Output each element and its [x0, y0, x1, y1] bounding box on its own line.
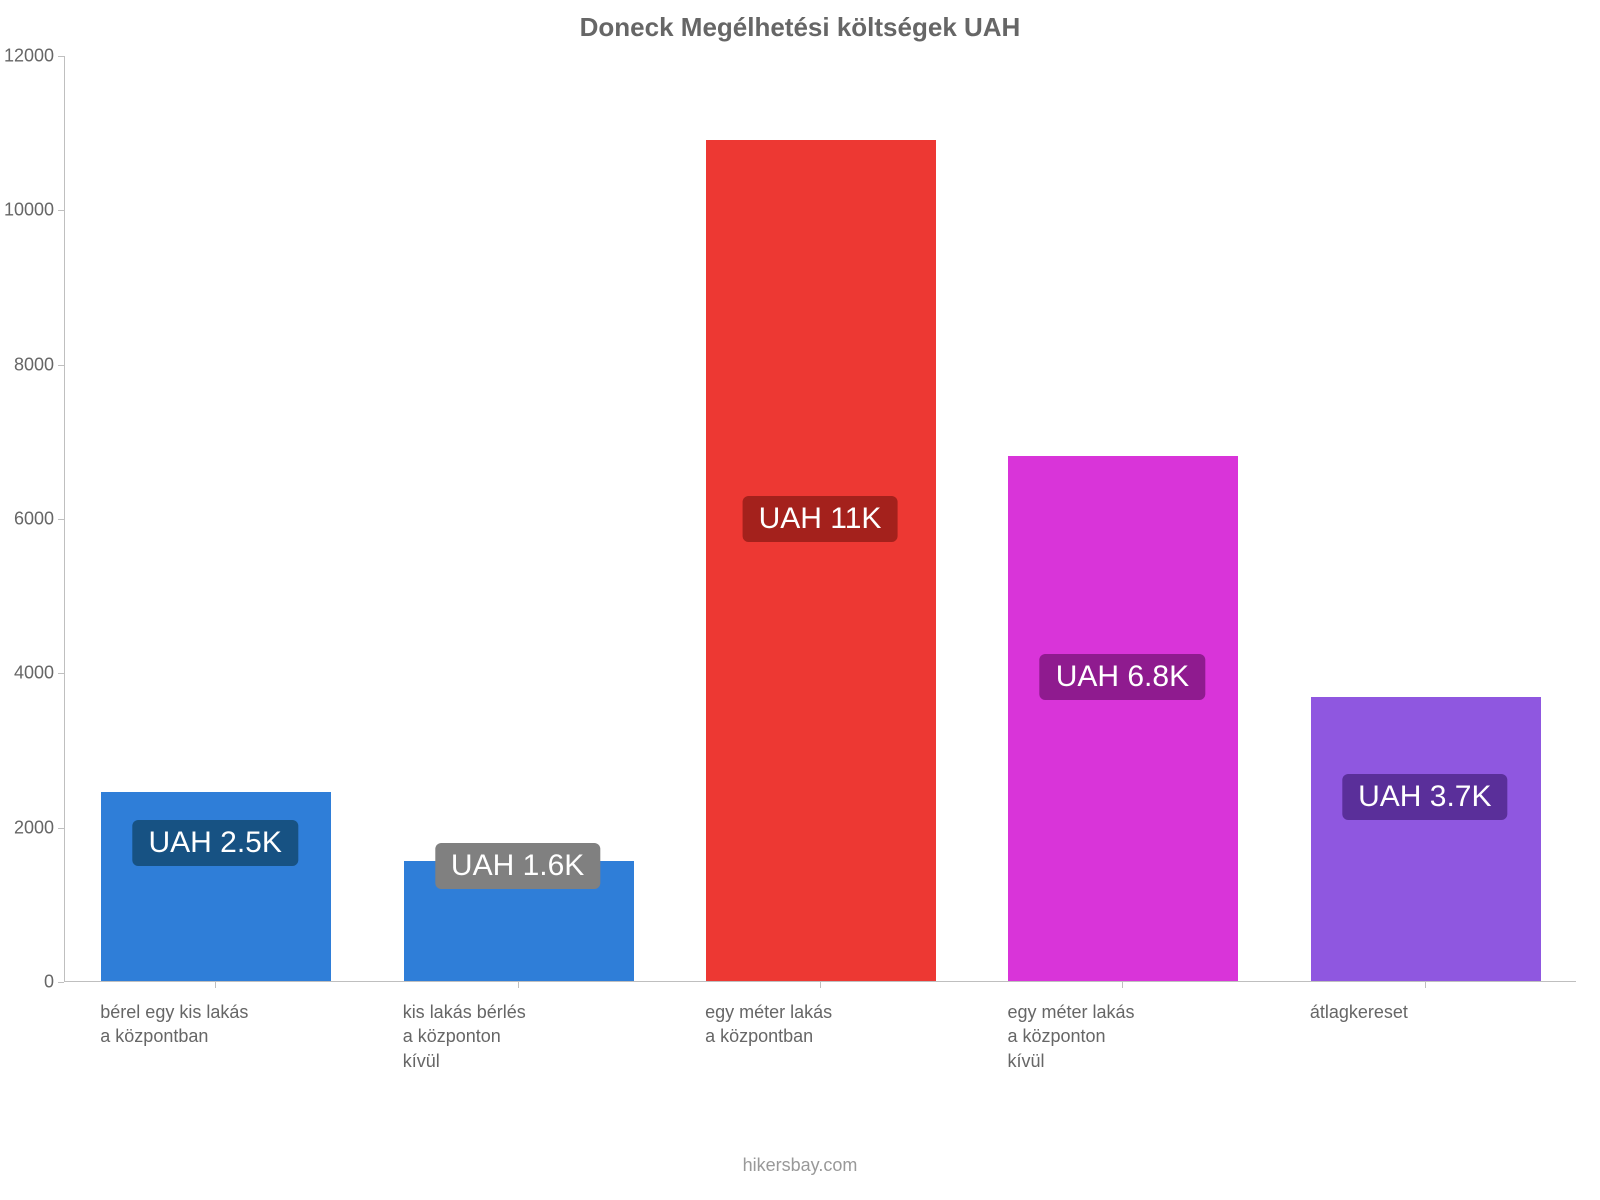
y-axis-tick-label: 0: [0, 972, 54, 993]
chart-source-credit: hikersbay.com: [0, 1155, 1600, 1176]
bar-value-badge: UAH 2.5K: [132, 820, 297, 866]
x-axis-tick-label: egy méter lakás a központban: [705, 1000, 935, 1049]
y-axis-tick-label: 12000: [0, 46, 54, 67]
y-axis-tick-mark: [58, 828, 64, 829]
bar: [706, 140, 936, 981]
y-axis-tick-mark: [58, 673, 64, 674]
bar-value-badge: UAH 6.8K: [1040, 654, 1205, 700]
bar: [1008, 456, 1238, 981]
y-axis-tick-label: 10000: [0, 200, 54, 221]
y-axis-tick-mark: [58, 982, 64, 983]
y-axis-tick-label: 6000: [0, 509, 54, 530]
y-axis-tick-label: 4000: [0, 663, 54, 684]
x-axis-tick-mark: [820, 982, 821, 988]
x-axis-tick-mark: [1122, 982, 1123, 988]
chart-title: Doneck Megélhetési költségek UAH: [0, 12, 1600, 43]
x-axis-tick-label: kis lakás bérlés a központon kívül: [403, 1000, 633, 1073]
y-axis-tick-label: 2000: [0, 817, 54, 838]
chart-container: Doneck Megélhetési költségek UAH hikersb…: [0, 0, 1600, 1200]
x-axis-tick-label: átlagkereset: [1310, 1000, 1540, 1024]
x-axis-tick-mark: [215, 982, 216, 988]
bar-value-badge: UAH 11K: [743, 496, 898, 542]
bar-value-badge: UAH 1.6K: [435, 843, 600, 889]
x-axis-tick-label: bérel egy kis lakás a központban: [100, 1000, 330, 1049]
y-axis-tick-mark: [58, 365, 64, 366]
bar: [1311, 697, 1541, 981]
y-axis-tick-mark: [58, 210, 64, 211]
y-axis-tick-mark: [58, 519, 64, 520]
y-axis-tick-label: 8000: [0, 354, 54, 375]
bar-value-badge: UAH 3.7K: [1342, 774, 1507, 820]
x-axis-tick-mark: [1425, 982, 1426, 988]
x-axis-tick-label: egy méter lakás a központon kívül: [1007, 1000, 1237, 1073]
y-axis-tick-mark: [58, 56, 64, 57]
x-axis-tick-mark: [518, 982, 519, 988]
